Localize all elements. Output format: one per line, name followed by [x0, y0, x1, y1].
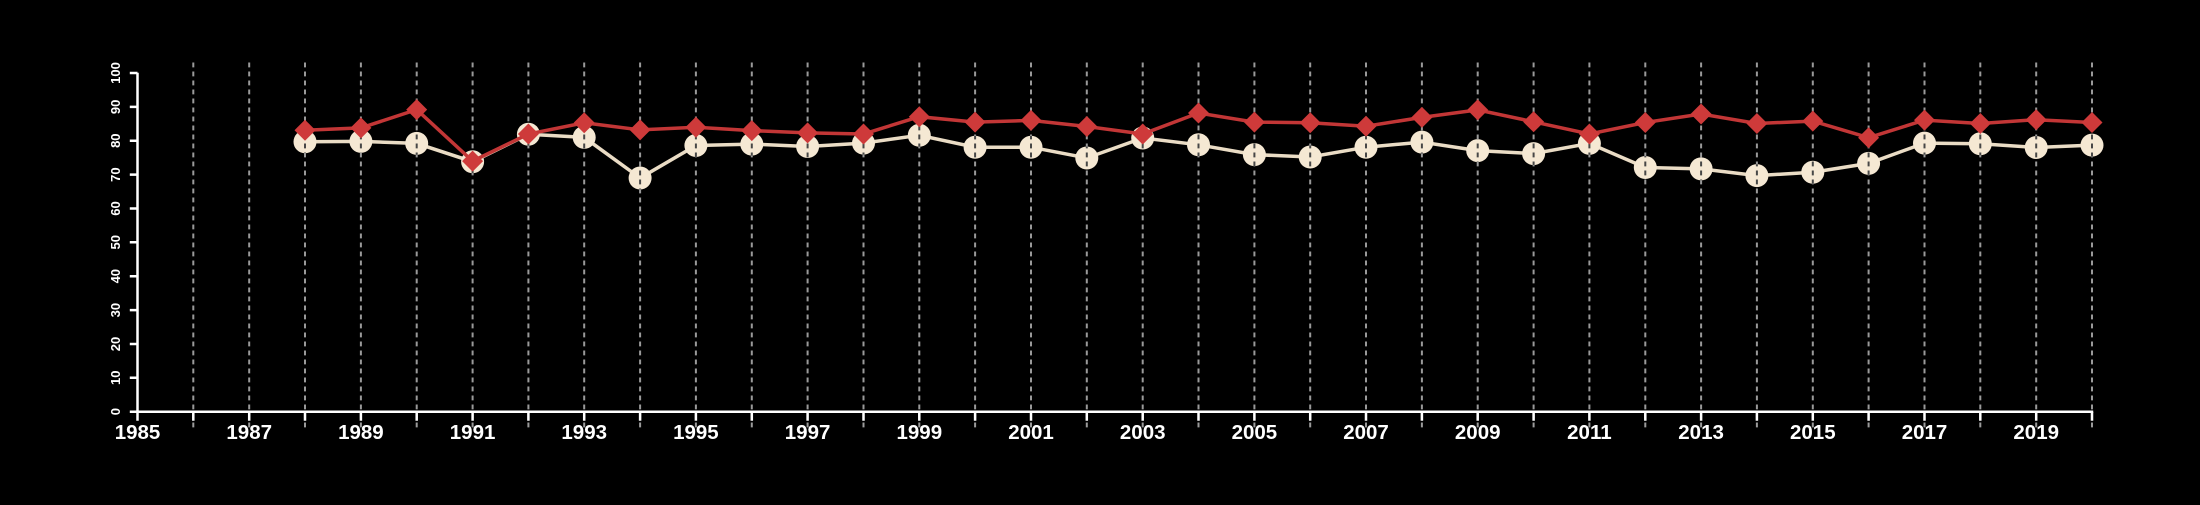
svg-text:1989: 1989 — [338, 421, 384, 444]
svg-text:2013: 2013 — [1678, 421, 1724, 444]
svg-text:1987: 1987 — [226, 421, 272, 444]
svg-text:40: 40 — [108, 269, 123, 283]
svg-text:60: 60 — [108, 201, 123, 215]
svg-text:2015: 2015 — [1790, 421, 1836, 444]
svg-text:2001: 2001 — [1008, 421, 1054, 444]
svg-text:1993: 1993 — [561, 421, 607, 444]
svg-text:0: 0 — [108, 408, 123, 415]
svg-text:70: 70 — [108, 167, 123, 181]
svg-text:1985: 1985 — [115, 421, 161, 444]
svg-text:2019: 2019 — [2013, 421, 2059, 444]
svg-text:80: 80 — [108, 133, 123, 147]
svg-text:1991: 1991 — [450, 421, 496, 444]
svg-text:2017: 2017 — [1902, 421, 1948, 444]
svg-text:100: 100 — [108, 62, 123, 84]
svg-text:30: 30 — [108, 303, 123, 317]
svg-text:20: 20 — [108, 337, 123, 351]
svg-text:10: 10 — [108, 371, 123, 385]
svg-text:1999: 1999 — [896, 421, 942, 444]
svg-text:50: 50 — [108, 235, 123, 249]
svg-text:90: 90 — [108, 100, 123, 114]
svg-text:1995: 1995 — [673, 421, 719, 444]
svg-text:2011: 2011 — [1567, 421, 1611, 444]
svg-text:2009: 2009 — [1455, 421, 1501, 444]
svg-text:1997: 1997 — [785, 421, 831, 444]
svg-text:2007: 2007 — [1343, 421, 1389, 444]
svg-text:2005: 2005 — [1232, 421, 1278, 444]
svg-text:2003: 2003 — [1120, 421, 1166, 444]
